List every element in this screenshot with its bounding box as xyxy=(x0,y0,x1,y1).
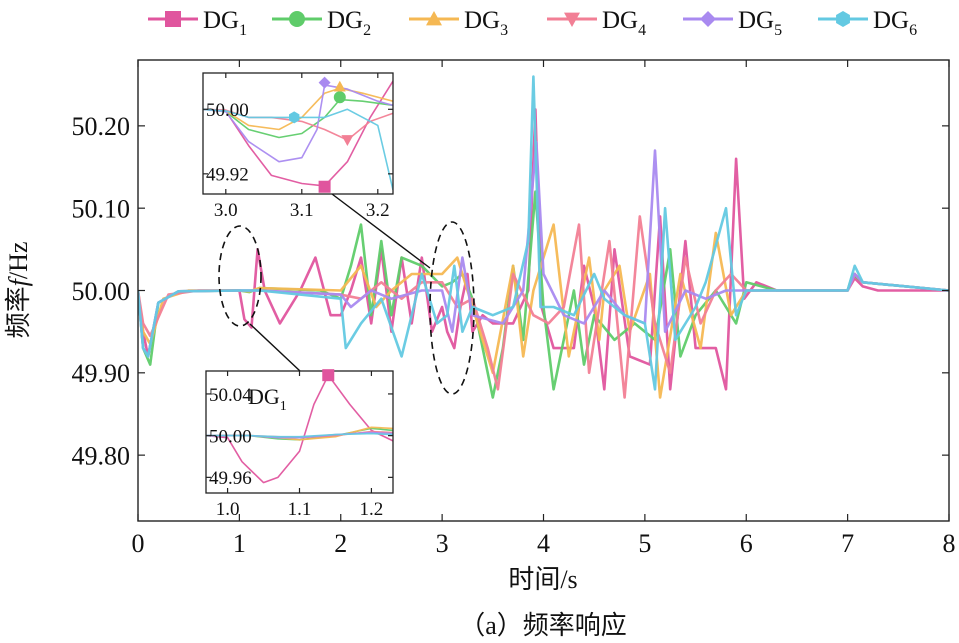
inset-marker-square-icon xyxy=(322,369,335,382)
legend-item-dg4: DG4 xyxy=(547,7,646,39)
y-tick-label: 49.90 xyxy=(72,359,131,388)
legend-item-dg3: DG3 xyxy=(409,7,508,39)
leader-line-1s xyxy=(249,323,301,372)
x-tick-label: 5 xyxy=(638,529,651,558)
legend-label: DG4 xyxy=(602,7,646,39)
y-tick-label: 49.92 xyxy=(206,165,249,186)
legend-marker-circle-icon xyxy=(289,11,305,27)
series-lines xyxy=(138,75,949,399)
legend-marker-triangle-down-icon xyxy=(564,12,580,27)
legend: DG1 DG2 DG3 DG4 DG5 DG6 xyxy=(148,7,917,39)
y-tick-label: 50.20 xyxy=(72,112,131,141)
inset-marker-circle-icon xyxy=(333,91,346,104)
plot-frame xyxy=(202,72,394,195)
x-tick-label: 1.2 xyxy=(360,499,384,520)
legend-item-dg6: DG6 xyxy=(818,7,917,39)
legend-item-dg5: DG5 xyxy=(683,7,782,39)
x-tick-label: 8 xyxy=(943,529,956,558)
x-axis-label: 时间/s xyxy=(508,565,577,594)
legend-label: DG5 xyxy=(738,7,782,39)
x-tick-label: 7 xyxy=(841,529,854,558)
x-tick-label: 4 xyxy=(537,529,550,558)
inset-zoom-3s: 3.0 3.1 3.2 49.92 50.00 xyxy=(202,72,394,221)
inset-label: DG1 xyxy=(248,384,287,414)
y-tick-label: 50.10 xyxy=(72,195,131,224)
legend-label: DG3 xyxy=(464,7,508,39)
legend-marker-diamond-icon xyxy=(700,11,716,27)
x-tick-label: 6 xyxy=(740,529,753,558)
legend-label: DG1 xyxy=(203,7,247,39)
legend-item-dg1: DG1 xyxy=(148,7,247,39)
x-tick-label: 2 xyxy=(334,529,347,558)
legend-label: DG6 xyxy=(873,7,917,39)
inset-marker-triangle-up-icon xyxy=(333,80,346,92)
inset-marker-hexagon-icon xyxy=(289,111,300,124)
zoom-ellipse-1s xyxy=(218,225,262,327)
series-line-dg1 xyxy=(206,374,393,484)
chart-caption: （a）频率响应 xyxy=(459,611,627,640)
legend-marker-triangle-up-icon xyxy=(426,11,442,26)
x-tick-label: 3.2 xyxy=(366,200,390,221)
y-tick-label: 49.80 xyxy=(72,442,131,471)
series-line-dg6 xyxy=(203,108,393,191)
x-tick-label: 3.1 xyxy=(290,200,314,221)
legend-label: DG2 xyxy=(327,7,371,39)
x-tick-label: 1.0 xyxy=(216,499,240,520)
inset-marker-triangle-down-icon xyxy=(341,135,354,146)
y-axis-label: 频率f/Hz xyxy=(4,242,33,339)
x-tick-label: 3 xyxy=(436,529,449,558)
y-tick-label: 50.00 xyxy=(206,100,249,121)
y-tick-label: 50.00 xyxy=(209,426,252,447)
legend-marker-square-icon xyxy=(165,11,181,27)
zoom-ellipse-3s xyxy=(429,221,475,395)
series-line-dg2 xyxy=(203,98,393,139)
x-tick-label: 1.1 xyxy=(288,499,312,520)
x-tick-label: 0 xyxy=(132,529,145,558)
inset-marker-square-icon xyxy=(318,180,331,193)
series-line-dg5 xyxy=(203,84,393,163)
zoom-annotations xyxy=(218,193,475,395)
x-tick-label: 1 xyxy=(233,529,246,558)
series-line-dg6 xyxy=(206,432,393,438)
y-tick-label: 50.04 xyxy=(209,385,252,406)
x-tick-label: 3.0 xyxy=(214,200,238,221)
series-lines xyxy=(206,374,393,484)
series-line-dg6 xyxy=(138,75,949,391)
inset-marker-diamond-icon xyxy=(318,76,331,89)
legend-marker-hexagon-icon xyxy=(836,11,850,27)
y-tick-label: 49.96 xyxy=(209,468,252,489)
series-lines xyxy=(203,80,393,191)
y-tick-label: 50.00 xyxy=(72,277,131,306)
legend-item-dg2: DG2 xyxy=(272,7,371,39)
leader-line-3s xyxy=(331,193,431,269)
